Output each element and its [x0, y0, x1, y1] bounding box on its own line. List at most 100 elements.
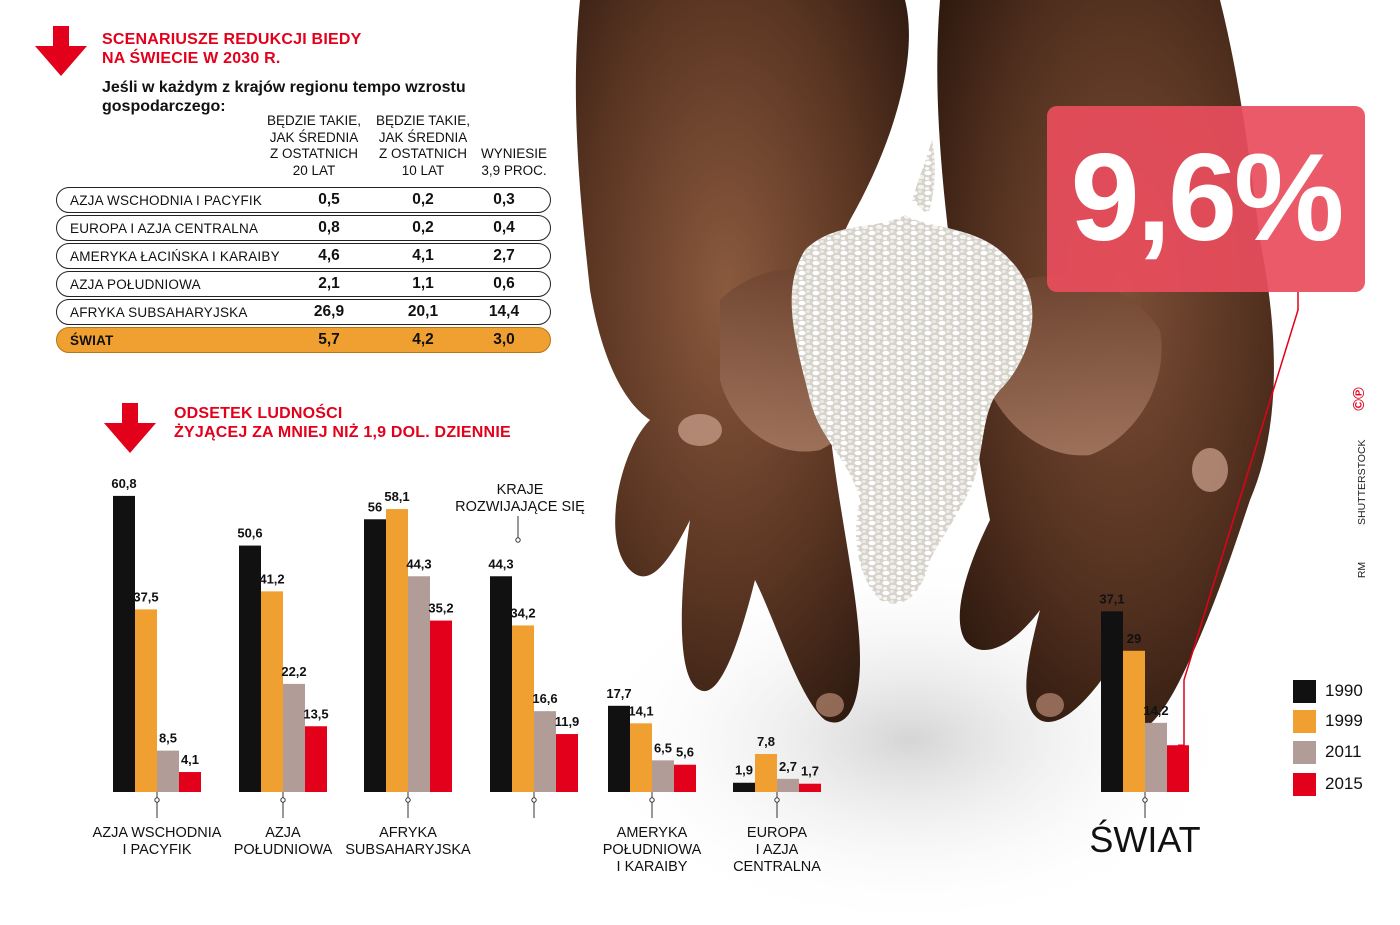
bar-latin-america-caribbean-1990	[608, 705, 630, 792]
legend-label-2015: 2015	[1325, 774, 1363, 793]
group-connector-dot	[154, 797, 160, 803]
bar-value-label: 13,5	[303, 706, 328, 721]
table-row: AFRYKA SUBSAHARYJSKA 26,9 20,1 14,4	[56, 299, 551, 325]
bar-east-asia-pacific-1990	[113, 495, 135, 792]
bar-value-label: 16,6	[532, 691, 557, 706]
row-label: EUROPA I AZJA CENTRALNA	[70, 221, 259, 236]
bar-value-label: 35,2	[428, 601, 453, 616]
column-header-line: WYNIESIE	[480, 146, 547, 161]
bar-sub-saharan-africa-2011	[408, 576, 430, 792]
column-header-line: JAK ŚREDNIA	[378, 129, 468, 145]
group-label: ŚWIAT	[1089, 818, 1200, 860]
bar-value-label: 1,7	[801, 764, 819, 779]
developing-countries-label: ROZWIJAJĄCE SIĘ	[455, 499, 585, 515]
legend-swatch-2015	[1293, 773, 1316, 796]
developing-connector-dot	[515, 537, 521, 543]
highlight-leader-line	[1178, 292, 1299, 746]
bar-developing-countries-2015	[556, 734, 578, 792]
row-label: AFRYKA SUBSAHARYJSKA	[70, 305, 248, 320]
row-label: AZJA POŁUDNIOWA	[70, 277, 201, 292]
chart-title-line2: ŻYJĄCEJ ZA MNIEJ NIŻ 1,9 DOL. DZIENNIE	[174, 424, 511, 441]
bar-value-label: 1,9	[735, 763, 753, 778]
row-value-10y: 0,2	[412, 219, 434, 236]
bar-value-label: 34,2	[510, 605, 535, 620]
row-value-10y: 1,1	[412, 275, 434, 292]
bar-south-asia-1999	[261, 591, 283, 792]
bar-value-label: 44,3	[488, 556, 513, 571]
bar-south-asia-2015	[305, 726, 327, 792]
column-header-line: BĘDZIE TAKIE,	[266, 113, 362, 128]
bar-value-label: 2,7	[779, 759, 797, 774]
column-header-line: BĘDZIE TAKIE,	[375, 113, 471, 128]
scenario-title-line2: NA ŚWIECIE W 2030 R.	[102, 50, 281, 67]
bar-developing-countries-1990	[490, 576, 512, 792]
column-header-line: 3,9 PROC.	[481, 162, 547, 178]
bar-value-label: 5,6	[676, 745, 694, 760]
bar-value-label: 58,1	[384, 489, 409, 504]
group-label: AZJA	[265, 825, 301, 841]
bar-value-label: 37,5	[133, 589, 158, 604]
row-value-10y: 20,1	[407, 303, 439, 320]
row-value-10y: 4,1	[412, 247, 434, 264]
group-connector-dot	[280, 797, 286, 803]
bar-developing-countries-2011	[534, 711, 556, 792]
bar-latin-america-caribbean-2015	[674, 764, 696, 792]
bar-east-asia-pacific-1999	[135, 609, 157, 792]
bar-value-label: 22,2	[281, 664, 306, 679]
table-row: AZJA POŁUDNIOWA 2,1 1,1 0,6	[56, 271, 551, 297]
group-label: AMERYKA	[617, 825, 688, 841]
bar-europe-central-asia-2011	[777, 778, 799, 792]
group-label: I KARAIBY	[617, 859, 688, 875]
bar-value-label: 50,6	[237, 526, 262, 541]
group-label: SUBSAHARYJSKA	[345, 842, 471, 858]
developing-countries-label: KRAJE	[497, 482, 544, 498]
legend-label-2011: 2011	[1325, 742, 1362, 761]
row-label: ŚWIAT	[70, 333, 114, 348]
bar-world-2011	[1145, 722, 1167, 792]
column-header-line: JAK ŚREDNIA	[269, 129, 359, 145]
table-row: AZJA WSCHODNIA I PACYFIK 0,5 0,2 0,3	[56, 187, 551, 213]
bar-value-label: 14,1	[628, 703, 653, 718]
table-row: EUROPA I AZJA CENTRALNA 0,8 0,2 0,4	[56, 215, 551, 241]
bar-value-label: 4,1	[181, 752, 199, 767]
group-connector-dot	[531, 797, 537, 803]
bar-south-asia-1990	[239, 545, 261, 792]
group-label: I AZJA	[756, 842, 799, 858]
group-label: POŁUDNIOWA	[603, 842, 702, 858]
bar-value-label: 14,2	[1143, 703, 1168, 718]
red-down-arrow-icon	[35, 26, 87, 76]
bar-value-label: 41,2	[259, 571, 284, 586]
red-down-arrow-icon	[104, 403, 156, 453]
column-header-line: Z OSTATNICH	[270, 146, 358, 161]
row-value-20y: 2,1	[318, 275, 340, 292]
group-connector-dot	[405, 797, 411, 803]
chart-title: ODSETEK LUDNOŚCI ŻYJĄCEJ ZA MNIEJ NIŻ 1,…	[174, 404, 511, 442]
table-row-world: ŚWIAT 5,7 4,2 3,0	[56, 327, 551, 353]
world-2015-highlight-box: 9,6%	[1047, 106, 1365, 292]
bar-value-label: 60,8	[111, 476, 136, 491]
bar-europe-central-asia-2015	[799, 783, 821, 792]
big-number: 9,6%	[1070, 129, 1345, 267]
row-value-20y: 0,5	[318, 191, 340, 208]
column-header-20-years: BĘDZIE TAKIE, JAK ŚREDNIA Z OSTATNICH 20…	[258, 113, 370, 179]
column-header-10-years: BĘDZIE TAKIE, JAK ŚREDNIA Z OSTATNICH 10…	[367, 113, 479, 179]
bar-world-2015	[1167, 745, 1189, 792]
bar-east-asia-pacific-2011	[157, 750, 179, 792]
group-connector-dot	[1142, 797, 1148, 803]
bar-world-1990	[1101, 611, 1123, 792]
column-header-3-9-percent: WYNIESIE 3,9 PROC.	[466, 146, 562, 179]
group-label: AZJA WSCHODNIA	[93, 825, 222, 841]
bar-value-label: 11,9	[555, 714, 580, 729]
bar-developing-countries-1999	[512, 625, 534, 792]
column-header-line: Z OSTATNICH	[379, 146, 467, 161]
bar-value-label: 29	[1127, 631, 1141, 646]
bar-value-label: 37,1	[1099, 591, 1124, 606]
row-value-3-9: 2,7	[493, 247, 515, 264]
bar-east-asia-pacific-2015	[179, 772, 201, 792]
column-header-line: 20 LAT	[292, 162, 336, 178]
row-value-3-9: 0,6	[493, 275, 515, 292]
row-value-20y: 5,7	[318, 331, 340, 348]
bar-world-1999	[1123, 650, 1145, 792]
scenario-intro: Jeśli w każdym z krajów regionu tempo wz…	[102, 79, 466, 115]
